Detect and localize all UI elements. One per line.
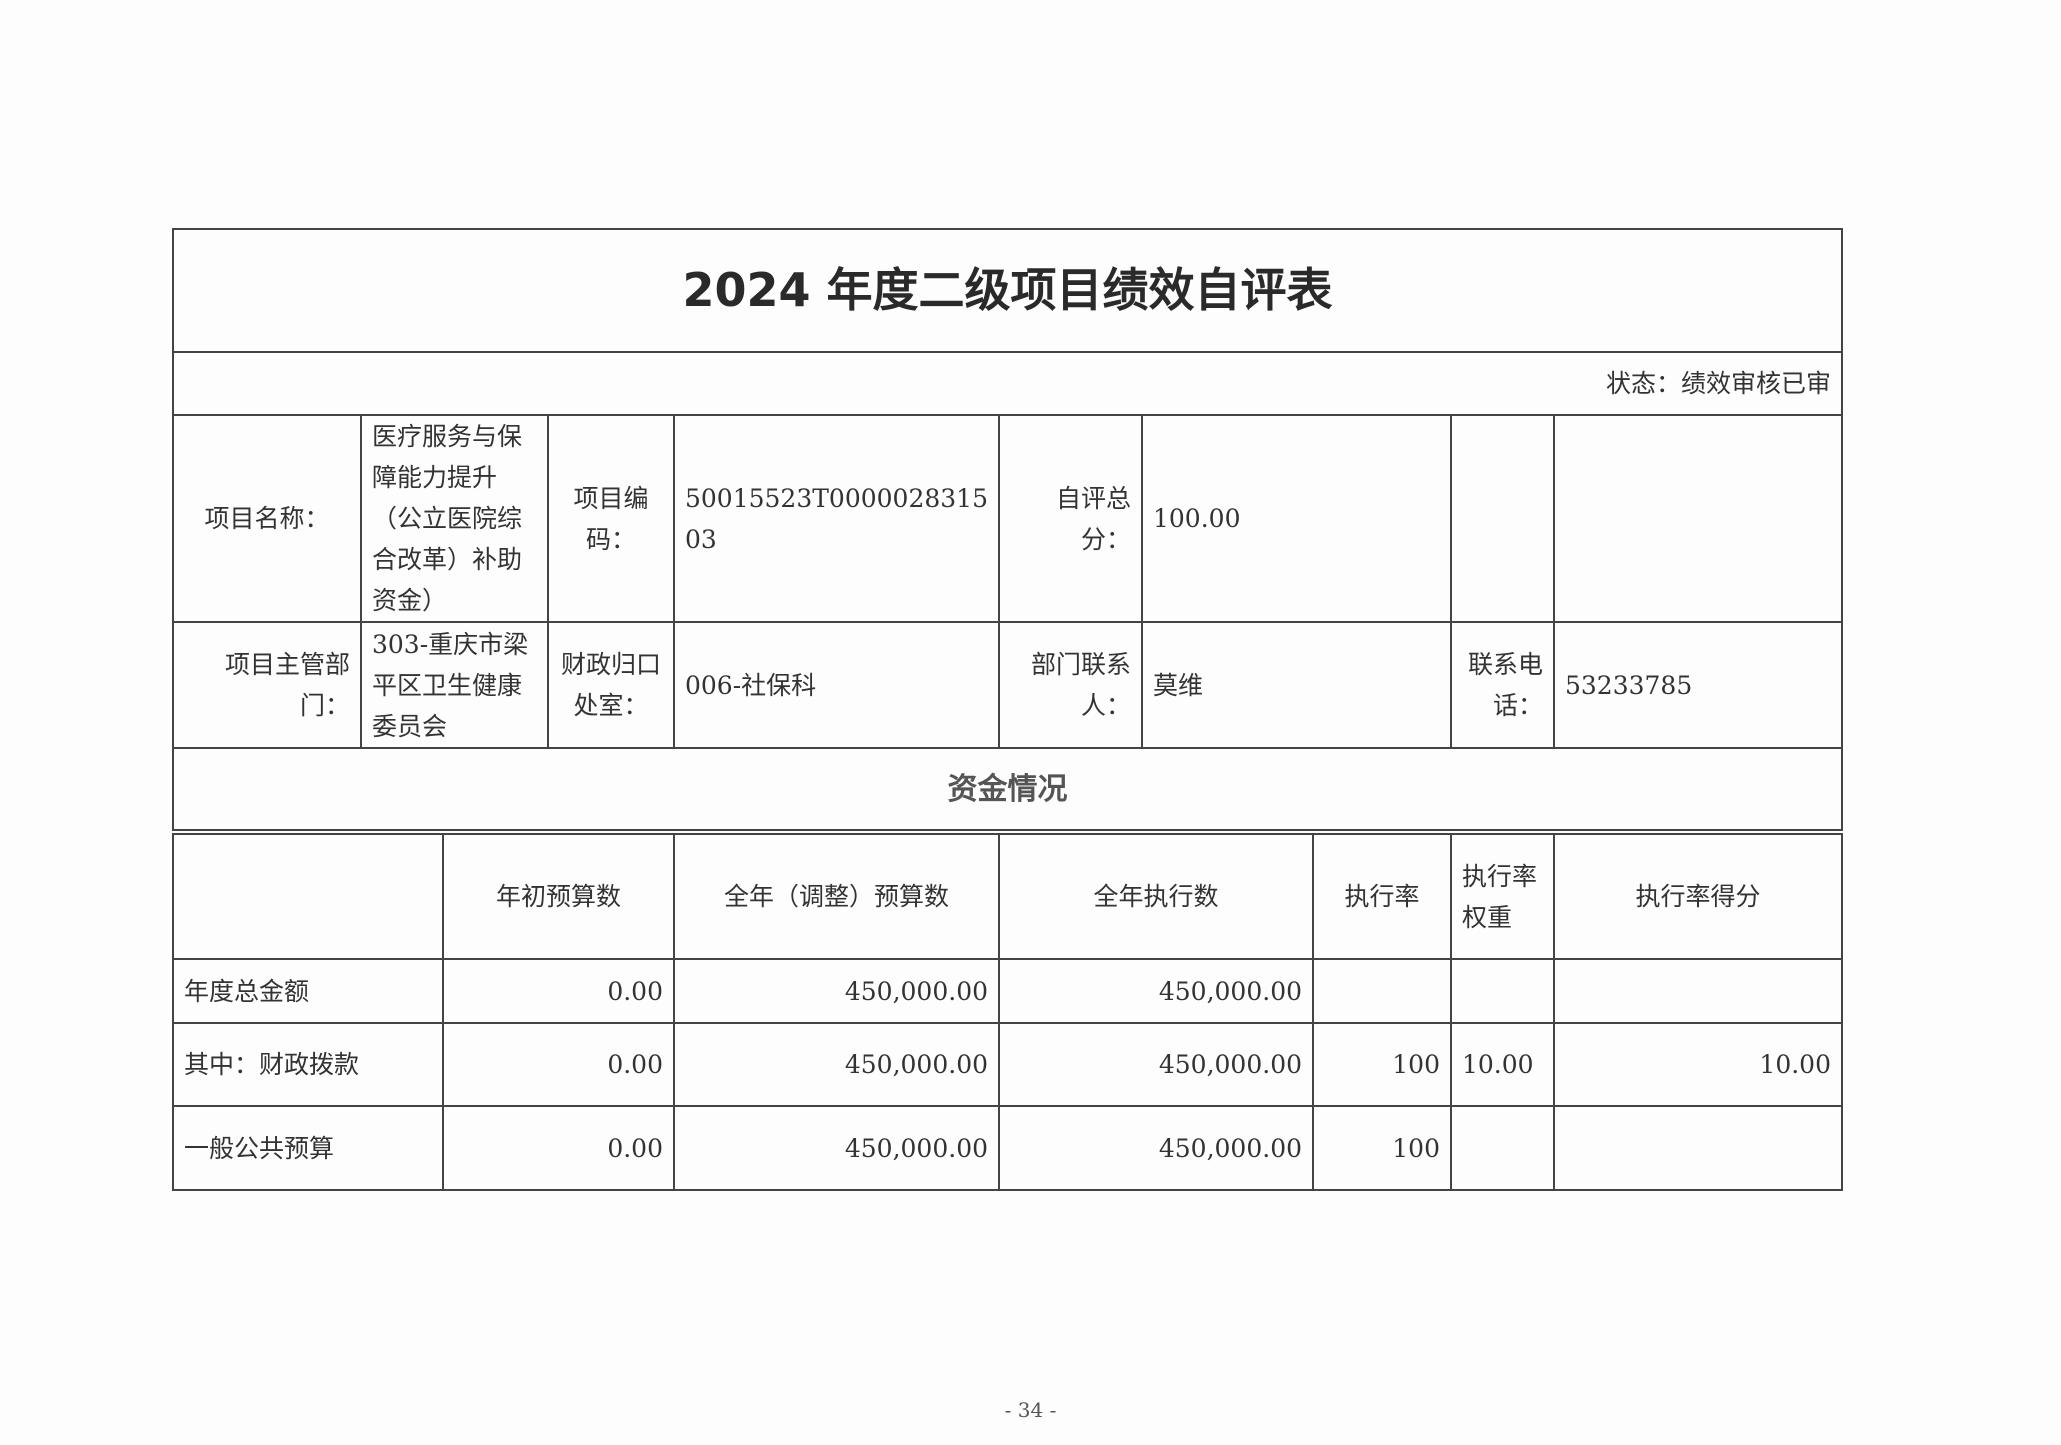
funds-section-title: 资金情况 [171,747,1844,831]
project-code-label: 项目编码： [547,414,675,623]
project-code: 50015523T000002831503 [673,414,1000,623]
score-label: 自评总分： [998,414,1143,623]
row-label: 其中：财政拨款 [172,1022,444,1107]
project-name-label: 项目名称： [172,414,362,623]
finance-office: 006-社保科 [673,621,1000,749]
funds-table: 年初预算数 全年（调整）预算数 全年执行数 执行率 执行率权重 执行率得分 年度… [172,833,1843,1191]
cell: 100 [1312,1022,1452,1107]
page-title: 2024 年度二级项目绩效自评表 [171,228,1844,353]
cell: 0.00 [442,958,675,1024]
header-cell: 执行率得分 [1553,833,1843,960]
cell: 10.00 [1553,1022,1843,1107]
dept: 303-重庆市梁平区卫生健康委员会 [360,621,549,749]
header-cell: 全年（调整）预算数 [673,833,1000,960]
cell [1450,958,1555,1024]
cell [1312,958,1452,1024]
cell: 450,000.00 [998,958,1314,1024]
table-row: 年度总金额 0.00 450,000.00 450,000.00 [172,958,1843,1024]
cell: 0.00 [442,1105,675,1191]
project-info-table: 2024 年度二级项目绩效自评表 状态：绩效审核已审 项目名称： 医疗服务与保障… [171,228,1844,831]
cell: 450,000.00 [998,1022,1314,1107]
header-cell [172,833,444,960]
status-text: 状态：绩效审核已审 [171,351,1844,416]
score: 100.00 [1141,414,1452,623]
cell [1553,1105,1843,1191]
row-label: 年度总金额 [172,958,444,1024]
row-label: 一般公共预算 [172,1105,444,1191]
contact: 莫维 [1141,621,1452,749]
cell: 100 [1312,1105,1452,1191]
project-name: 医疗服务与保障能力提升（公立医院综合改革）补助资金） [360,414,549,623]
cell: 450,000.00 [673,1105,1000,1191]
table-row: 其中：财政拨款 0.00 450,000.00 450,000.00 100 1… [172,1022,1843,1107]
phone: 53233785 [1552,621,1844,749]
cell [1553,958,1843,1024]
finance-office-label: 财政归口处室： [547,621,675,749]
cell [1450,1105,1555,1191]
header-cell: 执行率权重 [1450,833,1555,960]
dept-label: 项目主管部门： [172,621,362,749]
empty-cell [1450,414,1555,623]
cell: 10.00 [1450,1022,1555,1107]
funds-header-row: 年初预算数 全年（调整）预算数 全年执行数 执行率 执行率权重 执行率得分 [172,833,1843,960]
header-cell: 执行率 [1312,833,1452,960]
cell: 450,000.00 [673,1022,1000,1107]
cell: 450,000.00 [673,958,1000,1024]
contact-label: 部门联系人： [998,621,1143,749]
header-cell: 年初预算数 [442,833,675,960]
phone-label: 联系电话： [1450,621,1555,749]
cell: 450,000.00 [998,1105,1314,1191]
page-number: - 34 - [1004,1398,1057,1422]
cell: 0.00 [442,1022,675,1107]
empty-cell [1552,414,1844,623]
header-cell: 全年执行数 [998,833,1314,960]
table-row: 一般公共预算 0.00 450,000.00 450,000.00 100 [172,1105,1843,1191]
